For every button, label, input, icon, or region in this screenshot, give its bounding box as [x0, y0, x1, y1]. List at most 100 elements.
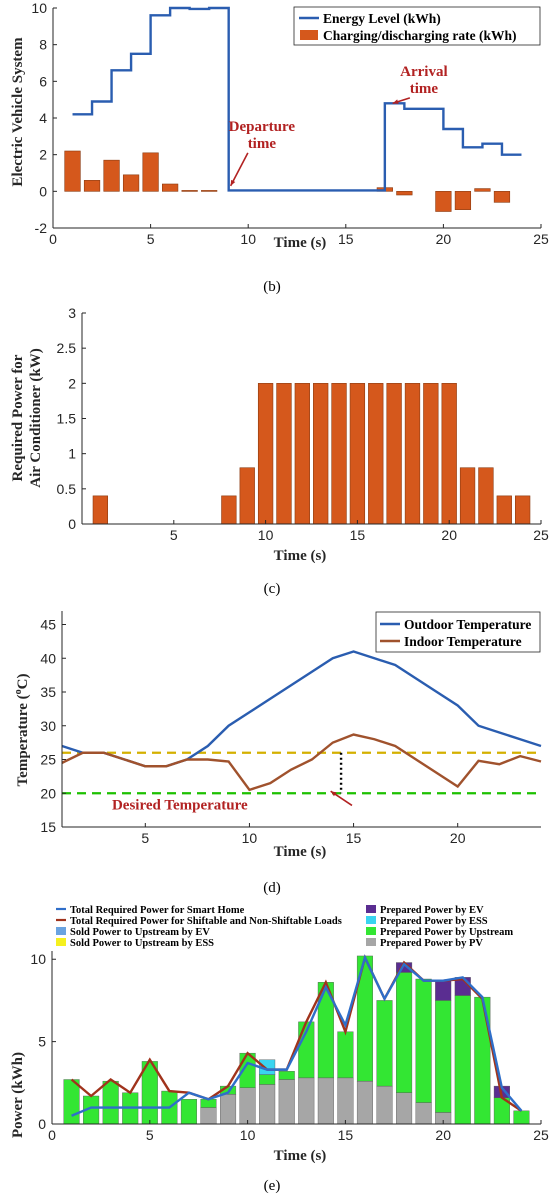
y-tick-label: 4 — [39, 110, 47, 126]
bar — [514, 495, 531, 525]
x-tick-label: 20 — [435, 1127, 451, 1143]
y-tick-label: 25 — [40, 752, 56, 768]
y-tick-label: 0 — [68, 516, 76, 532]
y-axis-label: Electric Vehicle System — [10, 37, 26, 187]
bar-segment-ev — [435, 980, 452, 1001]
legend-label: Sold Power to Upstream by EV — [70, 927, 210, 938]
legend: Total Required Power for Smart Home Prepa… — [56, 905, 513, 949]
y-tick-label: 10 — [31, 0, 47, 16]
line-total-loads — [70, 954, 523, 1112]
bar — [92, 495, 109, 525]
temperature-lines — [61, 650, 542, 792]
x-tick-label: 0 — [48, 1127, 56, 1143]
x-tick-label: 15 — [346, 830, 362, 846]
x-tick-label: 5 — [141, 830, 149, 846]
series-line — [61, 650, 542, 768]
y-tick-label: 5 — [38, 1034, 46, 1050]
y-tick-label: -2 — [35, 220, 48, 236]
reference-lines — [62, 751, 541, 795]
y-axis-label-superscript: o — [13, 689, 24, 694]
bar — [221, 495, 237, 525]
bar — [404, 383, 421, 525]
x-axis-label: Time (s) — [274, 1148, 327, 1164]
legend-label: Outdoor Temperature — [404, 617, 531, 632]
legend-swatch — [366, 938, 376, 946]
y-axis-label-end: C) — [15, 674, 31, 690]
y-tick-label: 2 — [39, 147, 47, 163]
x-tick-label: 25 — [533, 231, 549, 247]
bar — [474, 188, 491, 192]
x-tick-label: 20 — [441, 527, 457, 543]
annotation-arrow-shaft — [229, 152, 249, 187]
y-tick-label: 30 — [40, 718, 56, 734]
legend-swatch — [56, 927, 66, 935]
legend-label: Sold Power to Upstream by ESS — [70, 938, 214, 949]
y-axis-label: Power (kWh) — [10, 1052, 26, 1138]
x-tick-label: 25 — [533, 527, 549, 543]
legend-label: Prepared Power by Upstream — [380, 927, 513, 938]
bar-segment-pv — [259, 1084, 276, 1125]
bar — [493, 191, 511, 203]
y-tick-label: 2 — [68, 375, 76, 391]
bar — [122, 174, 140, 192]
bar-segment-upstream — [63, 1079, 80, 1125]
bar — [441, 383, 457, 525]
legend-label: Total Required Power for Shiftable and N… — [70, 916, 342, 927]
bar-segment-pv — [317, 1077, 334, 1125]
bar-segment-upstream — [259, 1074, 276, 1085]
bar — [331, 383, 347, 525]
bar-segment-pv — [376, 1085, 393, 1125]
legend: Energy Level (kWh) Charging/discharging r… — [293, 6, 541, 46]
bar — [103, 159, 120, 192]
bar — [478, 467, 494, 525]
chart-air-conditioner: 5 10 15 20 25 0 0.5 1 1.5 2 2.5 3 Time (s) Required… — [10, 305, 549, 597]
bar-segment-upstream — [454, 995, 471, 1125]
y-tick-label: 0 — [39, 183, 47, 199]
line-total-smart-home — [71, 954, 523, 1117]
axes: 5 10 15 20 15 20 25 30 35 40 45 — [40, 611, 541, 846]
y-tick-label: 40 — [40, 650, 56, 666]
chart-power: Total Required Power for Smart Home Prepa… — [10, 905, 549, 1194]
annotation-arrow-head — [330, 791, 337, 797]
caption: (c) — [264, 581, 281, 597]
annotation-arrow-head — [230, 179, 236, 186]
bar — [459, 467, 476, 525]
y-axis-label-main: Temperature ( — [15, 694, 31, 786]
legend-label: Total Required Power for Smart Home — [70, 905, 245, 916]
y-tick-label: 10 — [30, 951, 46, 967]
annotation-text: time — [248, 136, 277, 152]
bar — [181, 190, 198, 192]
bar — [83, 180, 101, 192]
x-axis-label: Time (s) — [274, 548, 327, 564]
bar-segment-upstream — [396, 972, 413, 1093]
x-tick-label: 5 — [147, 231, 155, 247]
stacked-bars — [63, 955, 530, 1125]
bar — [368, 383, 384, 525]
bar — [423, 383, 439, 525]
x-tick-label: 20 — [450, 830, 466, 846]
bar — [257, 383, 274, 525]
energy-level-line — [72, 6, 522, 192]
annotations: Desired Temperature — [112, 790, 353, 813]
y-tick-label: 3 — [68, 305, 76, 321]
y-tick-label: 2.5 — [57, 340, 77, 356]
legend-swatch — [56, 938, 66, 946]
annotation-text: Departure — [229, 119, 296, 135]
x-tick-label: 10 — [242, 830, 258, 846]
legend-label: Indoor Temperature — [404, 634, 522, 649]
legend-swatch — [366, 905, 376, 913]
caption: (e) — [264, 1178, 281, 1194]
legend-swatch — [366, 927, 376, 935]
bar-segment-upstream — [513, 1110, 530, 1125]
bar — [162, 183, 179, 192]
bar-segment-upstream — [337, 1031, 354, 1079]
legend-label-rate: Charging/discharging rate (kWh) — [323, 28, 517, 43]
bar-segment-pv — [239, 1087, 256, 1125]
axes: 5 10 15 20 25 0 0.5 1 1.5 2 2.5 3 — [57, 305, 549, 543]
annotation-text: Arrival — [400, 64, 447, 80]
y-tick-label: 8 — [39, 37, 47, 53]
legend-swatch — [366, 916, 376, 924]
y-tick-label: 6 — [39, 73, 47, 89]
